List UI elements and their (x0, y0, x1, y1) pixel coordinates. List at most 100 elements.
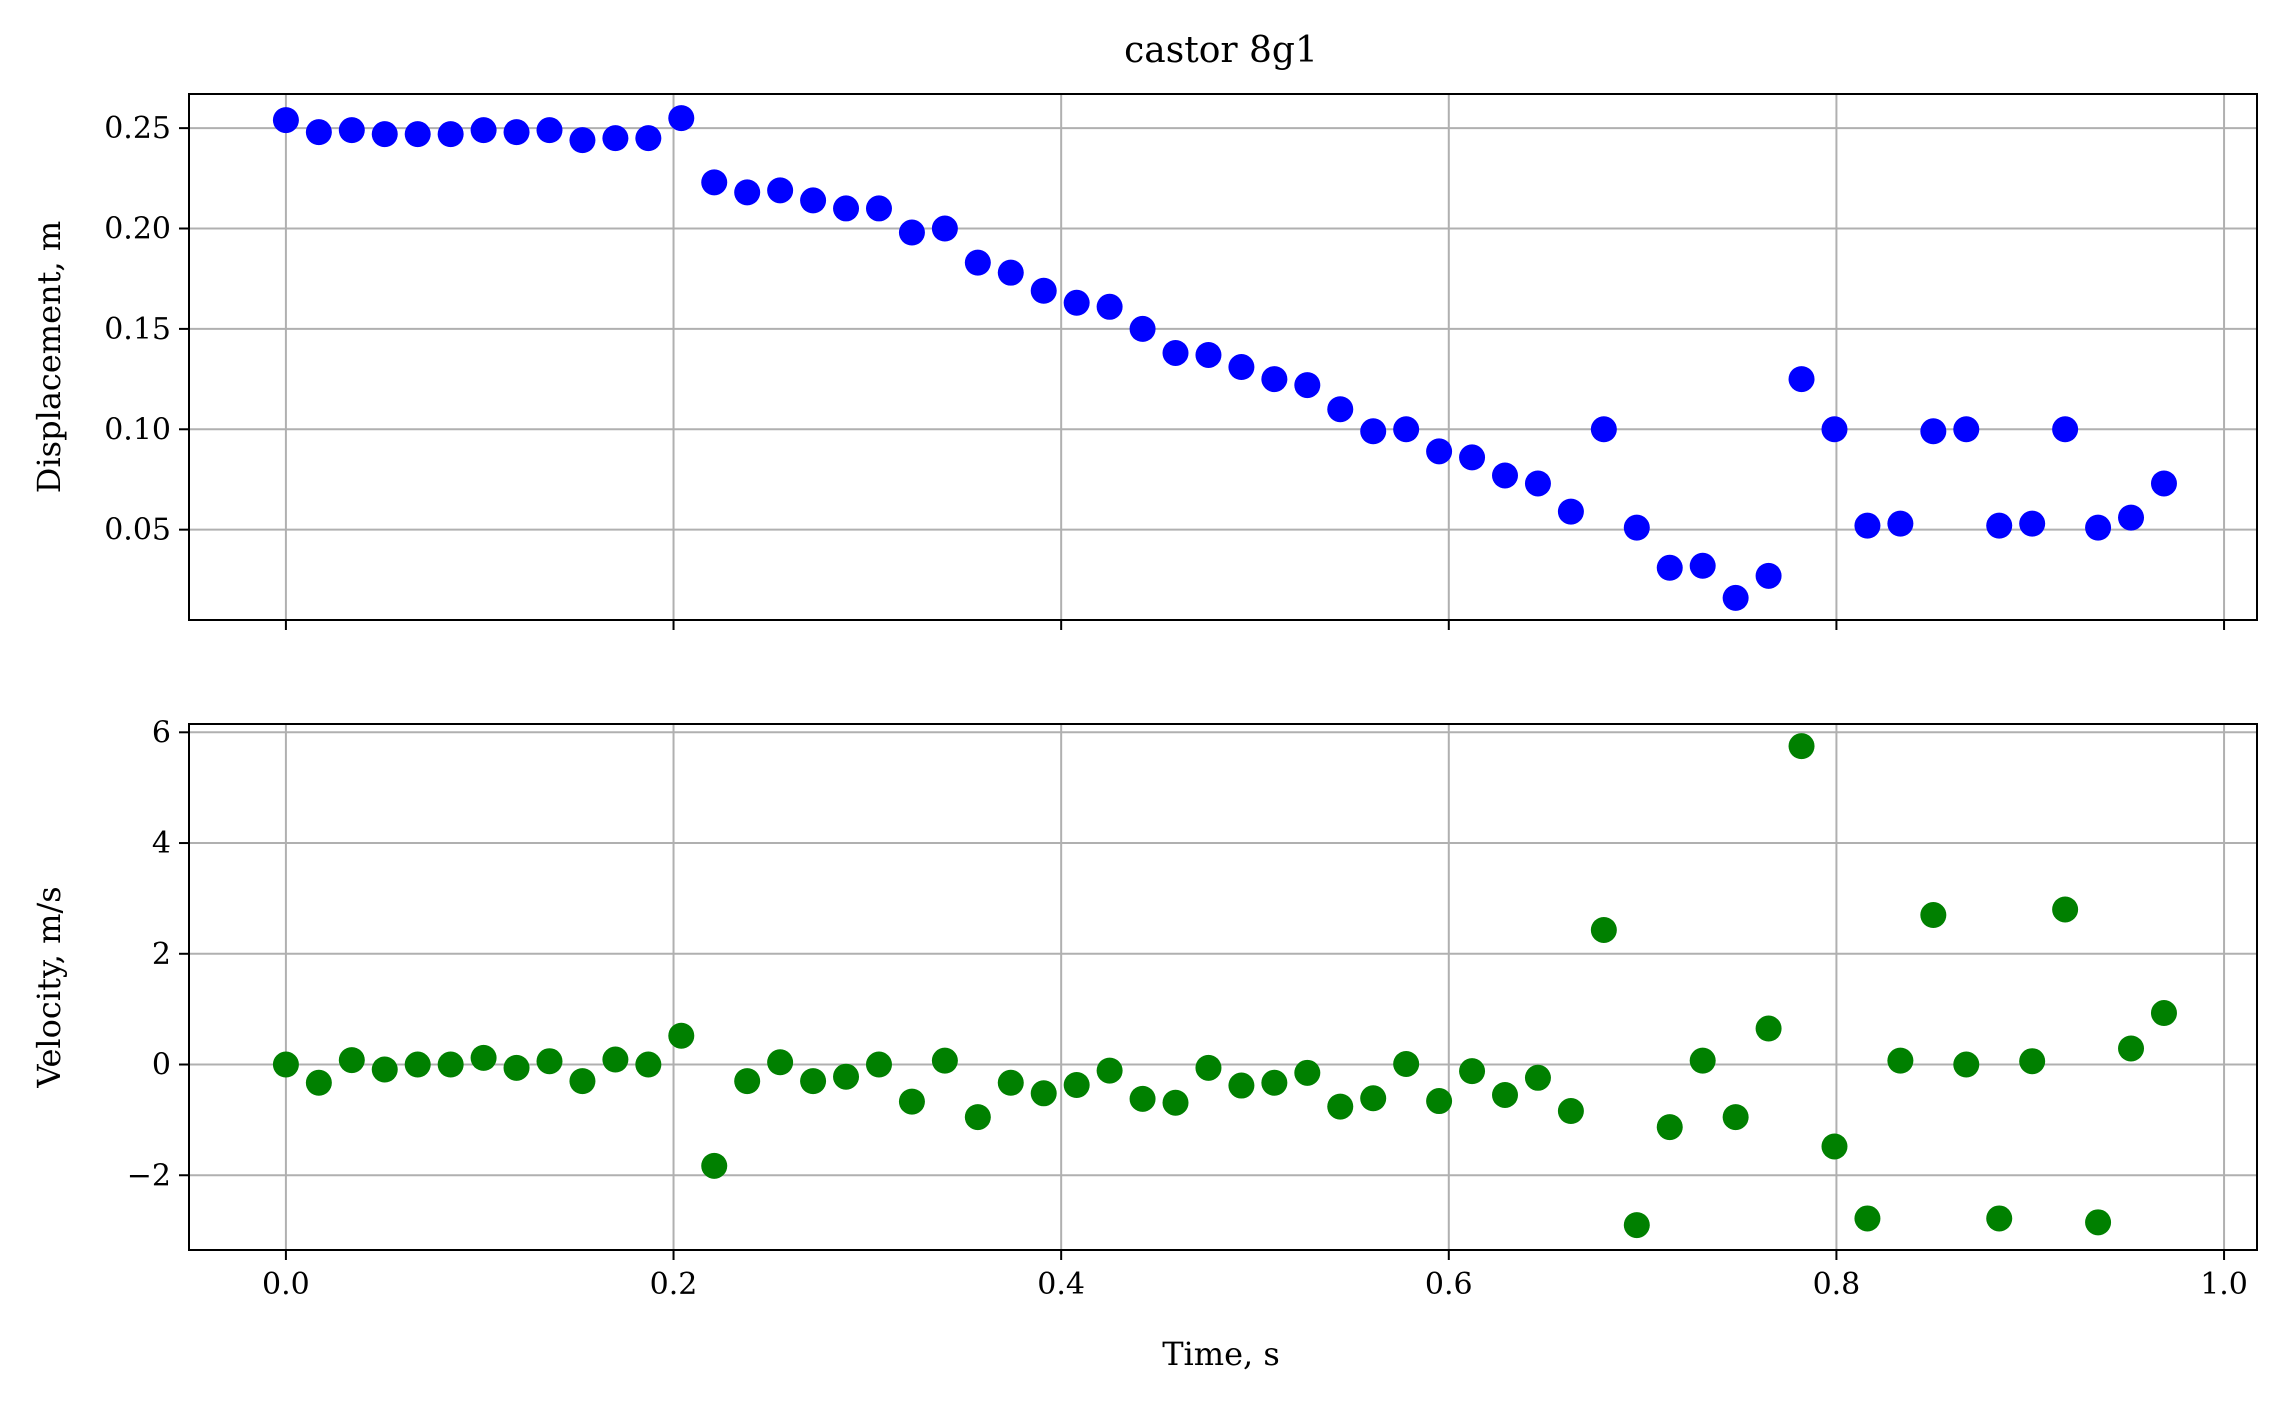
velocity-subplot: 0.0 0.2 0.4 0.6 0.8 1.0 −2 0 2 4 6 Velocity, m/s (30, 715, 2258, 1302)
data-point (437, 121, 464, 148)
chart-title: castor 8g1 (1124, 30, 1318, 71)
data-point (931, 1047, 958, 1074)
data-point (1096, 1057, 1123, 1084)
data-point (2019, 510, 2046, 537)
data-point (865, 1051, 892, 1078)
x-axis-label: Time, s (1162, 1335, 1280, 1373)
data-point (997, 1069, 1024, 1096)
data-point (964, 1104, 991, 1131)
data-point (404, 1051, 431, 1078)
data-point (1063, 1072, 1090, 1099)
data-point (1887, 510, 1914, 537)
data-point (997, 259, 1024, 286)
data-point (1327, 396, 1354, 423)
y-tick-label: 0 (152, 1048, 171, 1083)
data-point (569, 1068, 596, 1095)
data-point (668, 1022, 695, 1049)
data-point (1426, 438, 1453, 465)
data-point (1261, 366, 1288, 393)
data-point (1986, 512, 2013, 539)
y-tick-label: 2 (152, 937, 171, 972)
data-point (1557, 498, 1584, 525)
data-point (1821, 1133, 1848, 1160)
data-point (1096, 293, 1123, 320)
data-point (668, 105, 695, 132)
data-point (470, 117, 497, 144)
y-tick-label: 4 (152, 826, 171, 861)
data-point (1030, 1080, 1057, 1107)
data-point (1623, 1212, 1650, 1239)
data-point (701, 169, 728, 196)
data-point (701, 1152, 728, 1179)
y-tick-label: 0.25 (104, 111, 171, 146)
x-tick-label: 1.0 (2200, 1267, 2248, 1302)
data-point (2052, 416, 2079, 443)
data-point (1228, 1072, 1255, 1099)
data-point (898, 1088, 925, 1115)
data-point (338, 1047, 365, 1074)
data-point (2085, 514, 2112, 541)
x-tick-label: 0.0 (262, 1267, 310, 1302)
axes-frame (188, 93, 2258, 621)
data-point (1393, 1050, 1420, 1077)
data-point (404, 121, 431, 148)
data-point (964, 249, 991, 276)
data-point (1360, 418, 1387, 445)
data-point (833, 1063, 860, 1090)
data-point (1755, 562, 1782, 589)
data-point (1294, 1059, 1321, 1086)
data-point (1063, 289, 1090, 316)
data-point (1689, 1047, 1716, 1074)
data-point (536, 117, 563, 144)
data-point (1920, 902, 1947, 929)
data-point (272, 1051, 299, 1078)
data-point (1986, 1205, 2013, 1232)
data-point (1953, 1051, 1980, 1078)
data-point (602, 125, 629, 152)
data-point (734, 179, 761, 206)
data-point (2085, 1209, 2112, 1236)
y-tick-label: 0.15 (104, 312, 171, 347)
data-point (2052, 896, 2079, 923)
data-point (1524, 1064, 1551, 1091)
data-point (1228, 354, 1255, 381)
displacement-subplot: 0.05 0.10 0.15 0.20 0.25 Displacement, m (30, 93, 2258, 630)
data-point (305, 119, 332, 146)
data-point (767, 177, 794, 204)
data-point (371, 1056, 398, 1083)
data-point (2150, 1000, 2177, 1027)
data-point (1953, 416, 1980, 443)
data-point (2118, 504, 2145, 531)
data-point (1623, 514, 1650, 541)
data-point (536, 1048, 563, 1075)
data-point (1524, 470, 1551, 497)
data-point (1854, 1205, 1881, 1232)
y-tick-label: 0.10 (104, 412, 171, 447)
axes-frame (188, 723, 2258, 1251)
data-point (338, 117, 365, 144)
data-point (1887, 1047, 1914, 1074)
data-point (1656, 554, 1683, 581)
data-point (1327, 1093, 1354, 1120)
y-tick-label: −2 (127, 1158, 171, 1193)
data-point (305, 1069, 332, 1096)
data-point (1557, 1098, 1584, 1125)
data-point (635, 1051, 662, 1078)
data-point (503, 119, 530, 146)
data-point (1360, 1085, 1387, 1112)
data-point (1788, 366, 1815, 393)
data-point (833, 195, 860, 222)
data-point (1030, 277, 1057, 304)
data-point (1492, 462, 1518, 489)
y-tick-label: 0.05 (104, 513, 171, 548)
data-point (1261, 1069, 1288, 1096)
data-point (1788, 733, 1815, 760)
data-point (1755, 1015, 1782, 1042)
y-tick-label: 6 (152, 715, 171, 750)
data-point (1590, 916, 1617, 943)
data-point (2150, 470, 2177, 497)
data-point (1689, 552, 1716, 579)
data-point (1920, 418, 1947, 445)
data-point (503, 1054, 530, 1081)
